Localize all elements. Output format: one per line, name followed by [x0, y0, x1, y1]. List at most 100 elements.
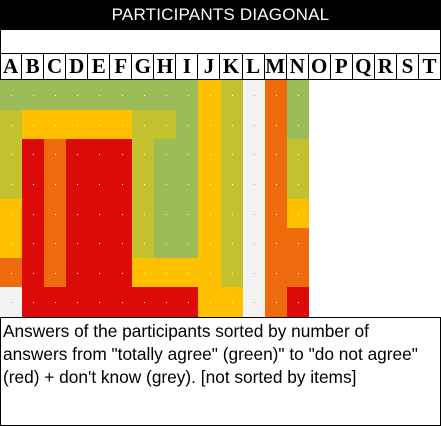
cell-marker [253, 154, 255, 156]
heatmap-cell-e-8 [88, 287, 111, 318]
cell-marker [143, 183, 145, 185]
heatmap-cell-o-4 [308, 168, 332, 199]
cell-marker [253, 213, 255, 215]
cell-marker [209, 95, 211, 97]
heatmap-cell-b-3 [22, 139, 45, 170]
cell-marker [253, 95, 255, 97]
cell-marker [33, 302, 35, 304]
cell-marker [143, 154, 145, 156]
cell-marker [121, 243, 123, 245]
heatmap-cell-m-1 [264, 80, 288, 111]
heatmap-cell-e-1 [88, 80, 111, 111]
cell-marker [231, 213, 233, 215]
cell-marker [297, 272, 299, 274]
heatmap-cell-k-6 [220, 228, 244, 259]
heatmap-cell-t-4 [418, 168, 441, 199]
cell-marker [165, 213, 167, 215]
cell-marker [55, 302, 57, 304]
cell-marker [253, 272, 255, 274]
heatmap-cell-a-7 [0, 257, 23, 288]
cell-marker [33, 243, 35, 245]
heatmap-cell-f-3 [110, 139, 133, 170]
heatmap-cell-t-3 [418, 139, 441, 170]
heatmap-cell-d-1 [66, 80, 89, 111]
heatmap-cell-j-6 [198, 228, 221, 259]
heatmap-cell-s-5 [396, 198, 420, 229]
column-header-c: C [44, 54, 67, 79]
heatmap-cell-f-8 [110, 287, 133, 318]
heatmap-cell-r-8 [374, 287, 398, 318]
cell-marker [99, 124, 101, 126]
heatmap-cell-o-8 [308, 287, 332, 318]
cell-marker [77, 243, 79, 245]
heatmap-cell-s-2 [396, 109, 420, 140]
heatmap-cell-j-8 [198, 287, 221, 318]
cell-marker [187, 124, 189, 126]
heatmap-cell-q-6 [352, 228, 376, 259]
heatmap-cell-e-4 [88, 168, 111, 199]
heatmap-cell-i-1 [176, 80, 199, 111]
heatmap-cell-c-6 [44, 228, 67, 259]
heatmap-cell-m-2 [264, 109, 288, 140]
cell-marker [55, 183, 57, 185]
cell-marker [253, 183, 255, 185]
cell-marker [11, 95, 13, 97]
cell-marker [33, 213, 35, 215]
heatmap-cell-r-1 [374, 80, 398, 111]
cell-marker [55, 213, 57, 215]
cell-marker [11, 302, 13, 304]
heatmap-cell-j-4 [198, 168, 221, 199]
heatmap-cell-n-2 [286, 109, 310, 140]
heatmap-cell-a-4 [0, 168, 23, 199]
heatmap-cell-k-1 [220, 80, 244, 111]
heatmap-cell-f-2 [110, 109, 133, 140]
heatmap-cell-p-1 [330, 80, 354, 111]
heatmap-cell-e-7 [88, 257, 111, 288]
column-header-m: M [265, 54, 287, 79]
heatmap-cell-j-5 [198, 198, 221, 229]
heatmap-cell-o-5 [308, 198, 332, 229]
cell-marker [11, 213, 13, 215]
heatmap-cell-i-8 [176, 287, 199, 318]
heatmap-cell-h-5 [154, 198, 177, 229]
cell-marker [297, 95, 299, 97]
heatmap-cell-n-8 [286, 287, 310, 318]
heatmap-cell-o-7 [308, 257, 332, 288]
cell-marker [297, 302, 299, 304]
heatmap-cell-e-6 [88, 228, 111, 259]
heatmap-cell-m-8 [264, 287, 288, 318]
cell-marker [55, 154, 57, 156]
heatmap-cell-g-1 [132, 80, 155, 111]
cell-marker [209, 154, 211, 156]
cell-marker [77, 213, 79, 215]
heatmap-cell-t-7 [418, 257, 441, 288]
column-header-i: I [176, 54, 199, 79]
heatmap-cell-s-1 [396, 80, 420, 111]
cell-marker [209, 124, 211, 126]
heatmap-cell-r-7 [374, 257, 398, 288]
heatmap-cell-h-1 [154, 80, 177, 111]
heatmap-cell-p-6 [330, 228, 354, 259]
chart-title: PARTICIPANTS DIAGONAL [0, 0, 441, 30]
cell-marker [143, 272, 145, 274]
heatmap-cell-k-2 [220, 109, 244, 140]
cell-marker [143, 302, 145, 304]
cell-marker [187, 213, 189, 215]
cell-marker [121, 95, 123, 97]
heatmap-cell-i-3 [176, 139, 199, 170]
column-header-n: N [287, 54, 309, 79]
heatmap-cell-j-7 [198, 257, 221, 288]
cell-marker [77, 183, 79, 185]
cell-marker [187, 183, 189, 185]
column-header-g: G [132, 54, 155, 79]
heatmap-cell-i-6 [176, 228, 199, 259]
heatmap-cell-a-8 [0, 287, 23, 318]
heatmap-cell-g-8 [132, 287, 155, 318]
column-header-d: D [66, 54, 89, 79]
cell-marker [297, 213, 299, 215]
chart-caption: Answers of the participants sorted by nu… [3, 321, 418, 387]
cell-marker [165, 272, 167, 274]
heatmap-cell-b-2 [22, 109, 45, 140]
heatmap-cell-n-5 [286, 198, 310, 229]
